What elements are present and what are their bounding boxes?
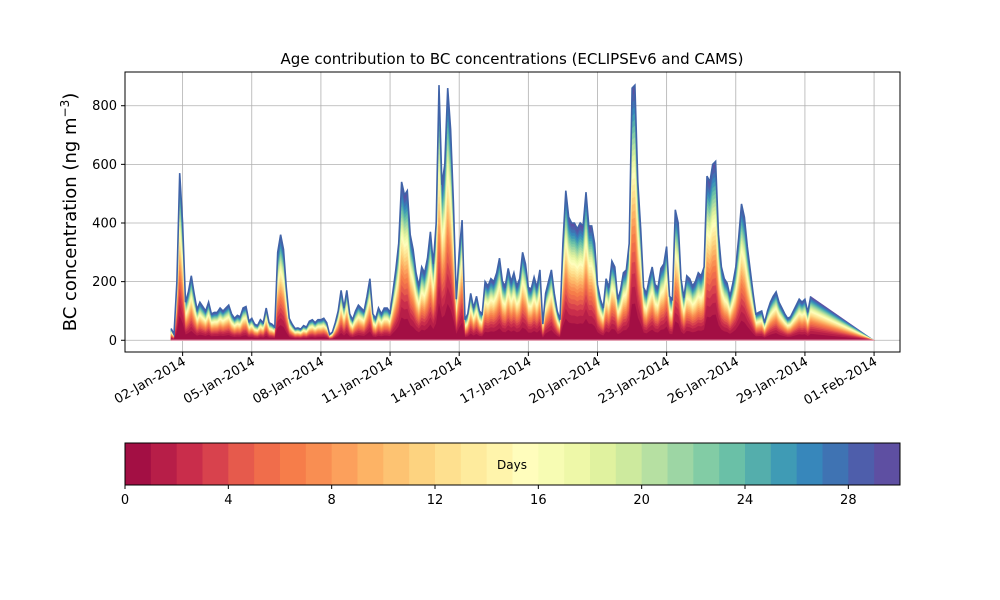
colorbar-cell <box>874 443 901 485</box>
colorbar-cell <box>435 443 462 485</box>
colorbar-cell <box>383 443 410 485</box>
total-concentration-line <box>170 83 812 338</box>
colorbar-tick-label: 0 <box>121 493 129 508</box>
x-tick-label: 23-Jan-2014 <box>596 354 673 407</box>
colorbar-tick-label: 12 <box>427 493 444 508</box>
age-band-area <box>170 251 875 341</box>
age-band-area <box>170 273 875 341</box>
colorbar-cell <box>538 443 565 485</box>
colorbar-frame <box>124 442 901 486</box>
colorbar-cell <box>693 443 720 485</box>
colorbar-tick-label: 16 <box>530 493 547 508</box>
y-axis-label: BC concentration (ng m−3) <box>58 93 81 332</box>
colorbar-cell <box>796 443 823 485</box>
colorbar: Days 0 4 8 12 16 20 24 28 <box>121 442 901 508</box>
colorbar-cell <box>564 443 591 485</box>
age-stacked-areas <box>170 84 875 341</box>
x-tick-label: 05-Jan-2014 <box>181 354 258 407</box>
y-tick-label: 0 <box>109 334 117 349</box>
colorbar-cell <box>357 443 384 485</box>
x-tick-label: 14-Jan-2014 <box>389 354 466 407</box>
colorbar-label: Days <box>497 458 527 472</box>
colorbar-cell <box>228 443 255 485</box>
plot-area: 0 200 400 600 800 02-Jan-201405-Jan-201408-J… <box>92 71 901 408</box>
colorbar-cell <box>125 443 152 485</box>
x-axis-ticks: 02-Jan-201405-Jan-201408-Jan-201411-Jan-… <box>112 352 880 408</box>
x-tick-label: 20-Jan-2014 <box>527 354 604 407</box>
x-tick-label: 08-Jan-2014 <box>250 354 327 407</box>
colorbar-cell <box>254 443 281 485</box>
x-tick-label: 01-Feb-2014 <box>802 354 881 408</box>
colorbar-cell <box>331 443 358 485</box>
colorbar-cell <box>305 443 333 485</box>
colorbar-cell <box>150 443 178 485</box>
plot-frame <box>124 71 901 353</box>
colorbar-cell <box>176 443 203 485</box>
colorbar-cell <box>615 443 643 485</box>
total-line-group <box>170 83 875 341</box>
age-band-area <box>170 225 875 341</box>
y-tick-label: 800 <box>92 99 117 114</box>
age-band-area <box>170 303 875 341</box>
colorbar-cell <box>512 443 539 485</box>
y-axis-label-superscript: −3 <box>58 100 72 118</box>
colorbar-cell <box>745 443 772 485</box>
colorbar-cell <box>641 443 668 485</box>
colorbar-tick-label: 20 <box>633 493 650 508</box>
x-tick-label: 11-Jan-2014 <box>319 354 396 407</box>
y-tick-label: 600 <box>92 158 117 173</box>
colorbar-cell <box>667 443 694 485</box>
colorbar-cell <box>280 443 307 485</box>
colorbar-cell <box>848 443 875 485</box>
y-axis-label-close: ) <box>60 93 81 100</box>
colorbar-cell <box>486 443 513 485</box>
colorbar-cell <box>590 443 617 485</box>
colorbar-cell <box>202 443 229 485</box>
x-tick-label: 29-Jan-2014 <box>734 354 811 407</box>
age-band-area <box>170 261 875 341</box>
colorbar-tick-label: 24 <box>737 493 754 508</box>
colorbar-cell <box>460 443 488 485</box>
colorbar-ticks: 0 4 8 12 16 20 24 28 <box>121 485 857 508</box>
y-axis-ticks: 0 200 400 600 800 <box>92 99 125 349</box>
age-band-area <box>170 233 875 341</box>
x-tick-label: 02-Jan-2014 <box>112 354 189 407</box>
age-band-area <box>170 242 875 341</box>
colorbar-cells <box>125 443 901 485</box>
y-axis-label-main: BC concentration (ng m <box>60 117 81 331</box>
colorbar-cell <box>822 443 849 485</box>
age-band-area <box>170 286 875 341</box>
x-tick-label: 26-Jan-2014 <box>665 354 742 407</box>
colorbar-cell <box>719 443 746 485</box>
colorbar-cell <box>409 443 436 485</box>
colorbar-tick-label: 4 <box>224 493 232 508</box>
colorbar-tick-label: 28 <box>840 493 857 508</box>
y-tick-label: 400 <box>92 216 117 231</box>
colorbar-tick-label: 8 <box>328 493 336 508</box>
chart-title: Age contribution to BC concentrations (E… <box>281 50 744 68</box>
colorbar-cell <box>770 443 798 485</box>
x-tick-label: 17-Jan-2014 <box>458 354 535 407</box>
y-tick-label: 200 <box>92 275 117 290</box>
